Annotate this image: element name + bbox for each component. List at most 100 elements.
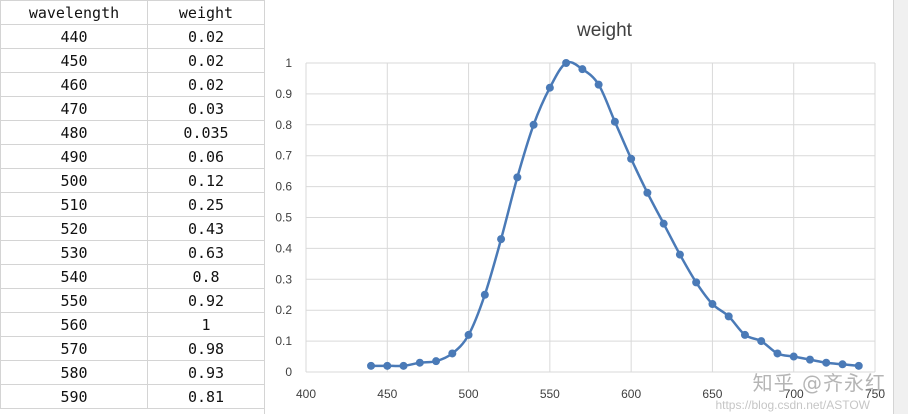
table-row: 470 0.03 [0, 96, 265, 121]
data-point[interactable] [562, 59, 571, 67]
x-tick-label: 750 [865, 387, 885, 401]
data-point[interactable] [529, 120, 538, 129]
data-point[interactable] [659, 219, 668, 228]
cell-wavelength[interactable]: 520 [0, 216, 148, 241]
cell-weight[interactable]: 0.035 [147, 120, 265, 145]
cell-wavelength[interactable]: 580 [0, 360, 148, 385]
weight-line-chart: weight 0 0.1 0.2 0.3 0.4 0.5 0.6 0.7 0.8 0.9 1 400 45… [275, 20, 885, 401]
table-row: 550 0.92 [0, 288, 265, 313]
table-row: 490 0.06 [0, 144, 265, 169]
data-point[interactable] [594, 80, 603, 89]
cell-wavelength[interactable]: 560 [0, 312, 148, 337]
table-row: 480 0.035 [0, 120, 265, 145]
data-point[interactable] [480, 290, 489, 299]
data-point[interactable] [675, 250, 684, 259]
data-point[interactable] [708, 300, 717, 309]
table-row: 560 1 [0, 312, 265, 337]
cell-weight[interactable]: 0.25 [147, 192, 265, 217]
cell-wavelength[interactable]: 490 [0, 144, 148, 169]
cell-wavelength[interactable]: 470 [0, 96, 148, 121]
x-tick-label: 650 [702, 387, 722, 401]
data-point[interactable] [367, 361, 376, 370]
y-tick-label: 0.5 [275, 211, 292, 225]
y-tick-label: 0.7 [275, 149, 292, 163]
data-point[interactable] [464, 330, 473, 339]
data-point[interactable] [415, 358, 424, 367]
cell-wavelength[interactable]: 570 [0, 336, 148, 361]
data-point[interactable] [497, 235, 506, 244]
watermark-url: https://blog.csdn.net/ASTOW [715, 398, 870, 412]
data-point[interactable] [627, 154, 636, 163]
x-tick-label: 550 [540, 387, 560, 401]
y-tick-label: 0.4 [275, 241, 292, 255]
cell-weight[interactable]: 0.92 [147, 288, 265, 313]
chart-area[interactable]: weight 0 0.1 0.2 0.3 0.4 0.5 0.6 0.7 0.8 0.9 1 400 45… [265, 0, 908, 414]
cell-weight[interactable]: 0.02 [147, 48, 265, 73]
data-point[interactable] [399, 361, 408, 370]
data-point[interactable] [383, 361, 392, 370]
table-row: 500 0.12 [0, 168, 265, 193]
data-point[interactable] [838, 360, 847, 369]
x-tick-label: 600 [621, 387, 641, 401]
data-point[interactable] [610, 117, 619, 126]
x-tick-label: 400 [296, 387, 316, 401]
table-row: 520 0.43 [0, 216, 265, 241]
window-edge-strip [893, 0, 908, 414]
data-point[interactable] [805, 355, 814, 364]
column-header-weight[interactable]: weight [147, 0, 265, 25]
data-point[interactable] [448, 349, 457, 358]
table-row: 590 0.81 [0, 384, 265, 409]
cell-weight[interactable]: 1 [147, 312, 265, 337]
data-point[interactable] [724, 312, 733, 321]
cell-weight[interactable]: 0.81 [147, 384, 265, 409]
x-tick-label: 700 [784, 387, 804, 401]
cell-wavelength[interactable]: 540 [0, 264, 148, 289]
x-tick-label: 450 [377, 387, 397, 401]
cell-wavelength[interactable]: 460 [0, 72, 148, 97]
y-tick-label: 1 [285, 56, 292, 70]
data-point[interactable] [643, 188, 652, 197]
cell-weight[interactable]: 0.63 [147, 240, 265, 265]
data-point[interactable] [578, 65, 587, 74]
cell-wavelength[interactable]: 590 [0, 384, 148, 409]
data-point[interactable] [740, 330, 749, 339]
cell-wavelength[interactable]: 450 [0, 48, 148, 73]
cell-wavelength[interactable]: 510 [0, 192, 148, 217]
cell-weight[interactable]: 0.02 [147, 24, 265, 49]
cell-weight[interactable]: 0.06 [147, 144, 265, 169]
cell-weight[interactable]: 0.03 [147, 96, 265, 121]
y-tick-label: 0.9 [275, 87, 292, 101]
cell-weight[interactable]: 0.93 [147, 360, 265, 385]
cell-weight[interactable]: 0.43 [147, 216, 265, 241]
cell-weight[interactable]: 0.12 [147, 168, 265, 193]
cell-wavelength[interactable]: 500 [0, 168, 148, 193]
table-row: 530 0.63 [0, 240, 265, 265]
watermark-text: 知乎 @齐永红 [752, 371, 886, 395]
column-header-wavelength[interactable]: wavelength [0, 0, 148, 25]
header-row: wavelength weight [0, 0, 265, 25]
data-point[interactable] [432, 357, 441, 366]
cell-wavelength[interactable]: 440 [0, 24, 148, 49]
data-point[interactable] [854, 361, 863, 370]
cell-wavelength[interactable]: 480 [0, 120, 148, 145]
data-point[interactable] [822, 358, 831, 367]
cell-wavelength[interactable]: 530 [0, 240, 148, 265]
table-row: 540 0.8 [0, 264, 265, 289]
data-point[interactable] [757, 337, 766, 346]
data-table: wavelength weight 440 0.02 450 0.02 460 0.02 470… [0, 0, 265, 409]
y-tick-label: 0.2 [275, 303, 292, 317]
cell-weight[interactable]: 0.8 [147, 264, 265, 289]
data-point[interactable] [692, 278, 701, 287]
cell-weight[interactable]: 0.02 [147, 72, 265, 97]
data-point[interactable] [513, 173, 522, 182]
data-point[interactable] [545, 83, 554, 92]
y-tick-label: 0 [285, 365, 292, 379]
data-point[interactable] [789, 352, 798, 361]
cell-wavelength[interactable]: 550 [0, 288, 148, 313]
data-point[interactable] [773, 349, 782, 358]
table-row: 460 0.02 [0, 72, 265, 97]
y-tick-label: 0.8 [275, 118, 292, 132]
chart-title: weight [576, 20, 633, 41]
y-tick-label: 0.3 [275, 272, 292, 286]
cell-weight[interactable]: 0.98 [147, 336, 265, 361]
